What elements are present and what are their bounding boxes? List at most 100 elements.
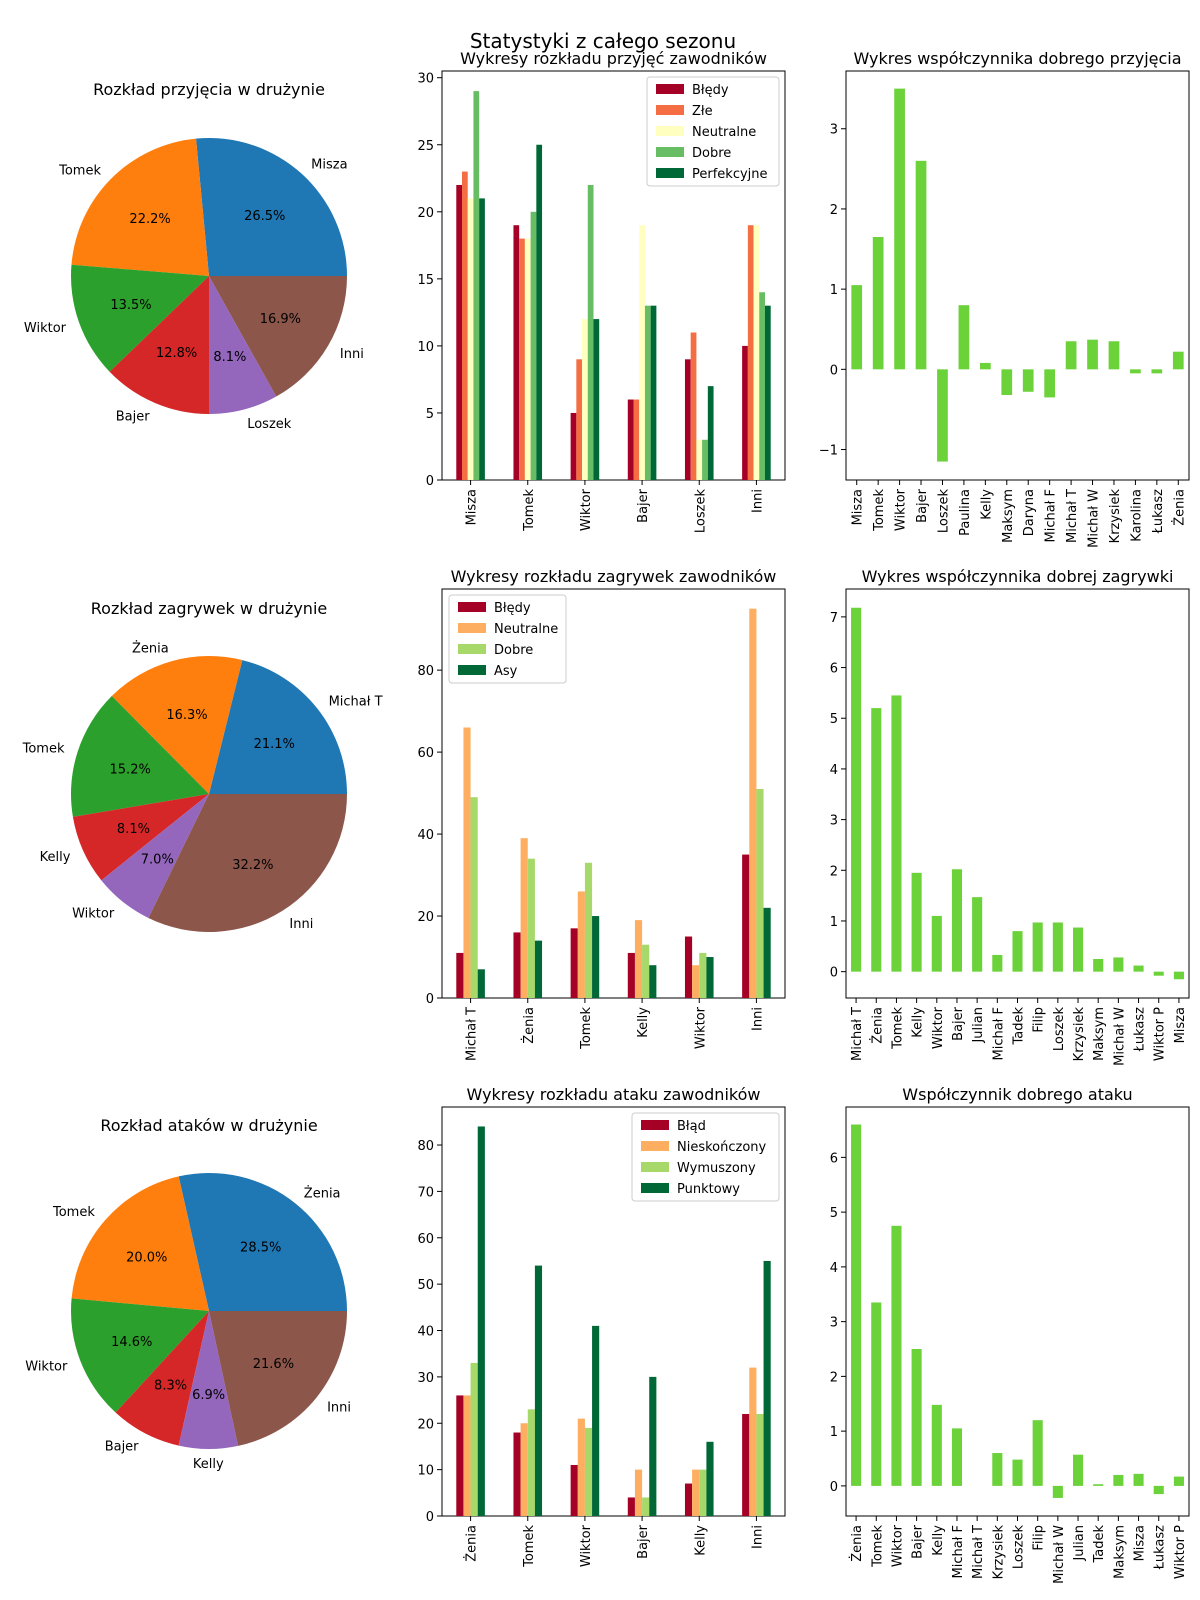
- legend-box: [448, 594, 567, 684]
- x-tick-label: Kelly: [693, 1525, 708, 1556]
- legend-swatch: [641, 1141, 669, 1151]
- bar-chart-title: Wykresy rozkładu przyjęć zawodników: [460, 49, 767, 68]
- bar: [513, 932, 521, 998]
- pie-pct-label: 13.5%: [110, 298, 151, 313]
- pie-pct-label: 32.2%: [232, 858, 273, 873]
- x-tick-label: Inni: [750, 489, 765, 513]
- y-tick-label: 3: [830, 814, 838, 829]
- bar: [871, 708, 882, 972]
- coef-chart-title: Wykres współczynnika dobrego przyjęcia: [853, 49, 1181, 68]
- pie-slice: [209, 276, 277, 414]
- legend-swatch: [641, 1120, 669, 1130]
- charts-layer: Rozkład przyjęcia w drużynie26.5%Misza22…: [22, 49, 1190, 1584]
- bar: [470, 1362, 478, 1516]
- pie-slice: [115, 1311, 209, 1446]
- legend-swatch: [641, 1162, 669, 1172]
- bar: [931, 1404, 942, 1486]
- bar: [699, 952, 707, 998]
- y-tick-label: 60: [417, 746, 434, 761]
- bar: [592, 1325, 600, 1516]
- bar: [513, 1432, 521, 1516]
- y-tick-label: 5: [830, 712, 838, 727]
- bar: [1072, 1454, 1084, 1486]
- legend-label: Asy: [494, 664, 518, 679]
- grouped-bar-chart-bar-serve: Wykresy rozkładu zagrywek zawodników 0 20 4…: [417, 567, 786, 1061]
- legend-box: [631, 1112, 780, 1202]
- x-tick-label: Misza: [1133, 1525, 1148, 1561]
- x-tick-label: Wiktor: [579, 488, 594, 531]
- y-tick-label: 80: [417, 664, 434, 679]
- axes-frame: [441, 1106, 786, 1517]
- x-tick-label: Łukasz: [1133, 1007, 1148, 1053]
- x-tick-label: Tomek: [579, 1007, 594, 1050]
- x-tick-label: Karolina: [1129, 489, 1144, 542]
- bar: [707, 386, 714, 480]
- x-tick-label: Łukasz: [1151, 489, 1166, 535]
- pie-slice: [71, 264, 209, 372]
- legend-label: Nieskończony: [677, 1140, 767, 1155]
- bar: [530, 211, 537, 481]
- y-tick-label: 50: [417, 1278, 434, 1293]
- legend-label: Neutralne: [692, 125, 756, 140]
- y-tick-label: 20: [417, 1417, 434, 1432]
- bar: [1052, 1485, 1063, 1498]
- pie-pct-label: 12.8%: [156, 346, 197, 361]
- bar: [747, 225, 754, 480]
- bar: [479, 198, 485, 480]
- bar: [1153, 1485, 1164, 1495]
- x-tick-label: Inni: [750, 1525, 765, 1549]
- y-tick-label: 0: [830, 363, 838, 378]
- x-tick-label: Loszek: [693, 489, 708, 534]
- legend-swatch: [458, 602, 486, 612]
- bar: [577, 1418, 585, 1516]
- bar: [462, 171, 468, 480]
- bar: [1072, 927, 1084, 972]
- pie-slice: [109, 276, 209, 414]
- bar: [759, 292, 765, 480]
- bar: [584, 862, 593, 998]
- x-tick-label: Julian: [971, 1007, 986, 1044]
- bar: [763, 907, 771, 998]
- bar: [972, 897, 983, 972]
- bar: [684, 936, 693, 998]
- y-tick-label: 0: [426, 474, 434, 489]
- y-tick-label: 25: [417, 139, 434, 154]
- pie-slice: [71, 138, 210, 276]
- bar: [684, 1483, 693, 1516]
- x-tick-label: Żenia: [521, 1007, 537, 1044]
- bar: [456, 1395, 464, 1516]
- x-tick-label: Bajer: [911, 1524, 926, 1558]
- y-tick-label: 6: [830, 1151, 838, 1166]
- bar: [519, 238, 525, 480]
- bar: [692, 965, 700, 998]
- legend-swatch: [458, 623, 486, 633]
- bar: [577, 891, 585, 998]
- bar: [634, 920, 643, 998]
- y-tick-label: −1: [819, 444, 838, 459]
- bar: [979, 362, 991, 370]
- x-tick-label: Kelly: [979, 489, 994, 520]
- bar: [706, 957, 714, 998]
- y-tick-label: 70: [417, 1185, 434, 1200]
- bar: [477, 1126, 485, 1516]
- legend-swatch: [656, 105, 684, 115]
- bar: [470, 797, 478, 998]
- bar: [534, 1265, 543, 1516]
- legend-label: Błędy: [494, 601, 531, 616]
- x-tick-label: Michał F: [991, 1007, 1006, 1061]
- pie-pct-label: 20.0%: [126, 1250, 167, 1265]
- x-tick-label: Paulina: [958, 489, 973, 536]
- legend-label: Błędy: [692, 83, 729, 98]
- bar: [872, 237, 884, 370]
- x-tick-label: Misza: [465, 489, 480, 525]
- x-tick-label: Misza: [851, 489, 866, 525]
- bar: [633, 399, 640, 480]
- x-tick-label: Tomek: [522, 489, 537, 532]
- x-tick-label: Bajer: [636, 488, 651, 522]
- pie-slice-label: Wiktor: [25, 1360, 68, 1375]
- y-tick-label: 60: [417, 1232, 434, 1247]
- x-tick-label: Michał W: [1112, 1007, 1127, 1066]
- y-tick-label: 7: [830, 611, 838, 626]
- pie-slice-label: Bajer: [116, 410, 150, 425]
